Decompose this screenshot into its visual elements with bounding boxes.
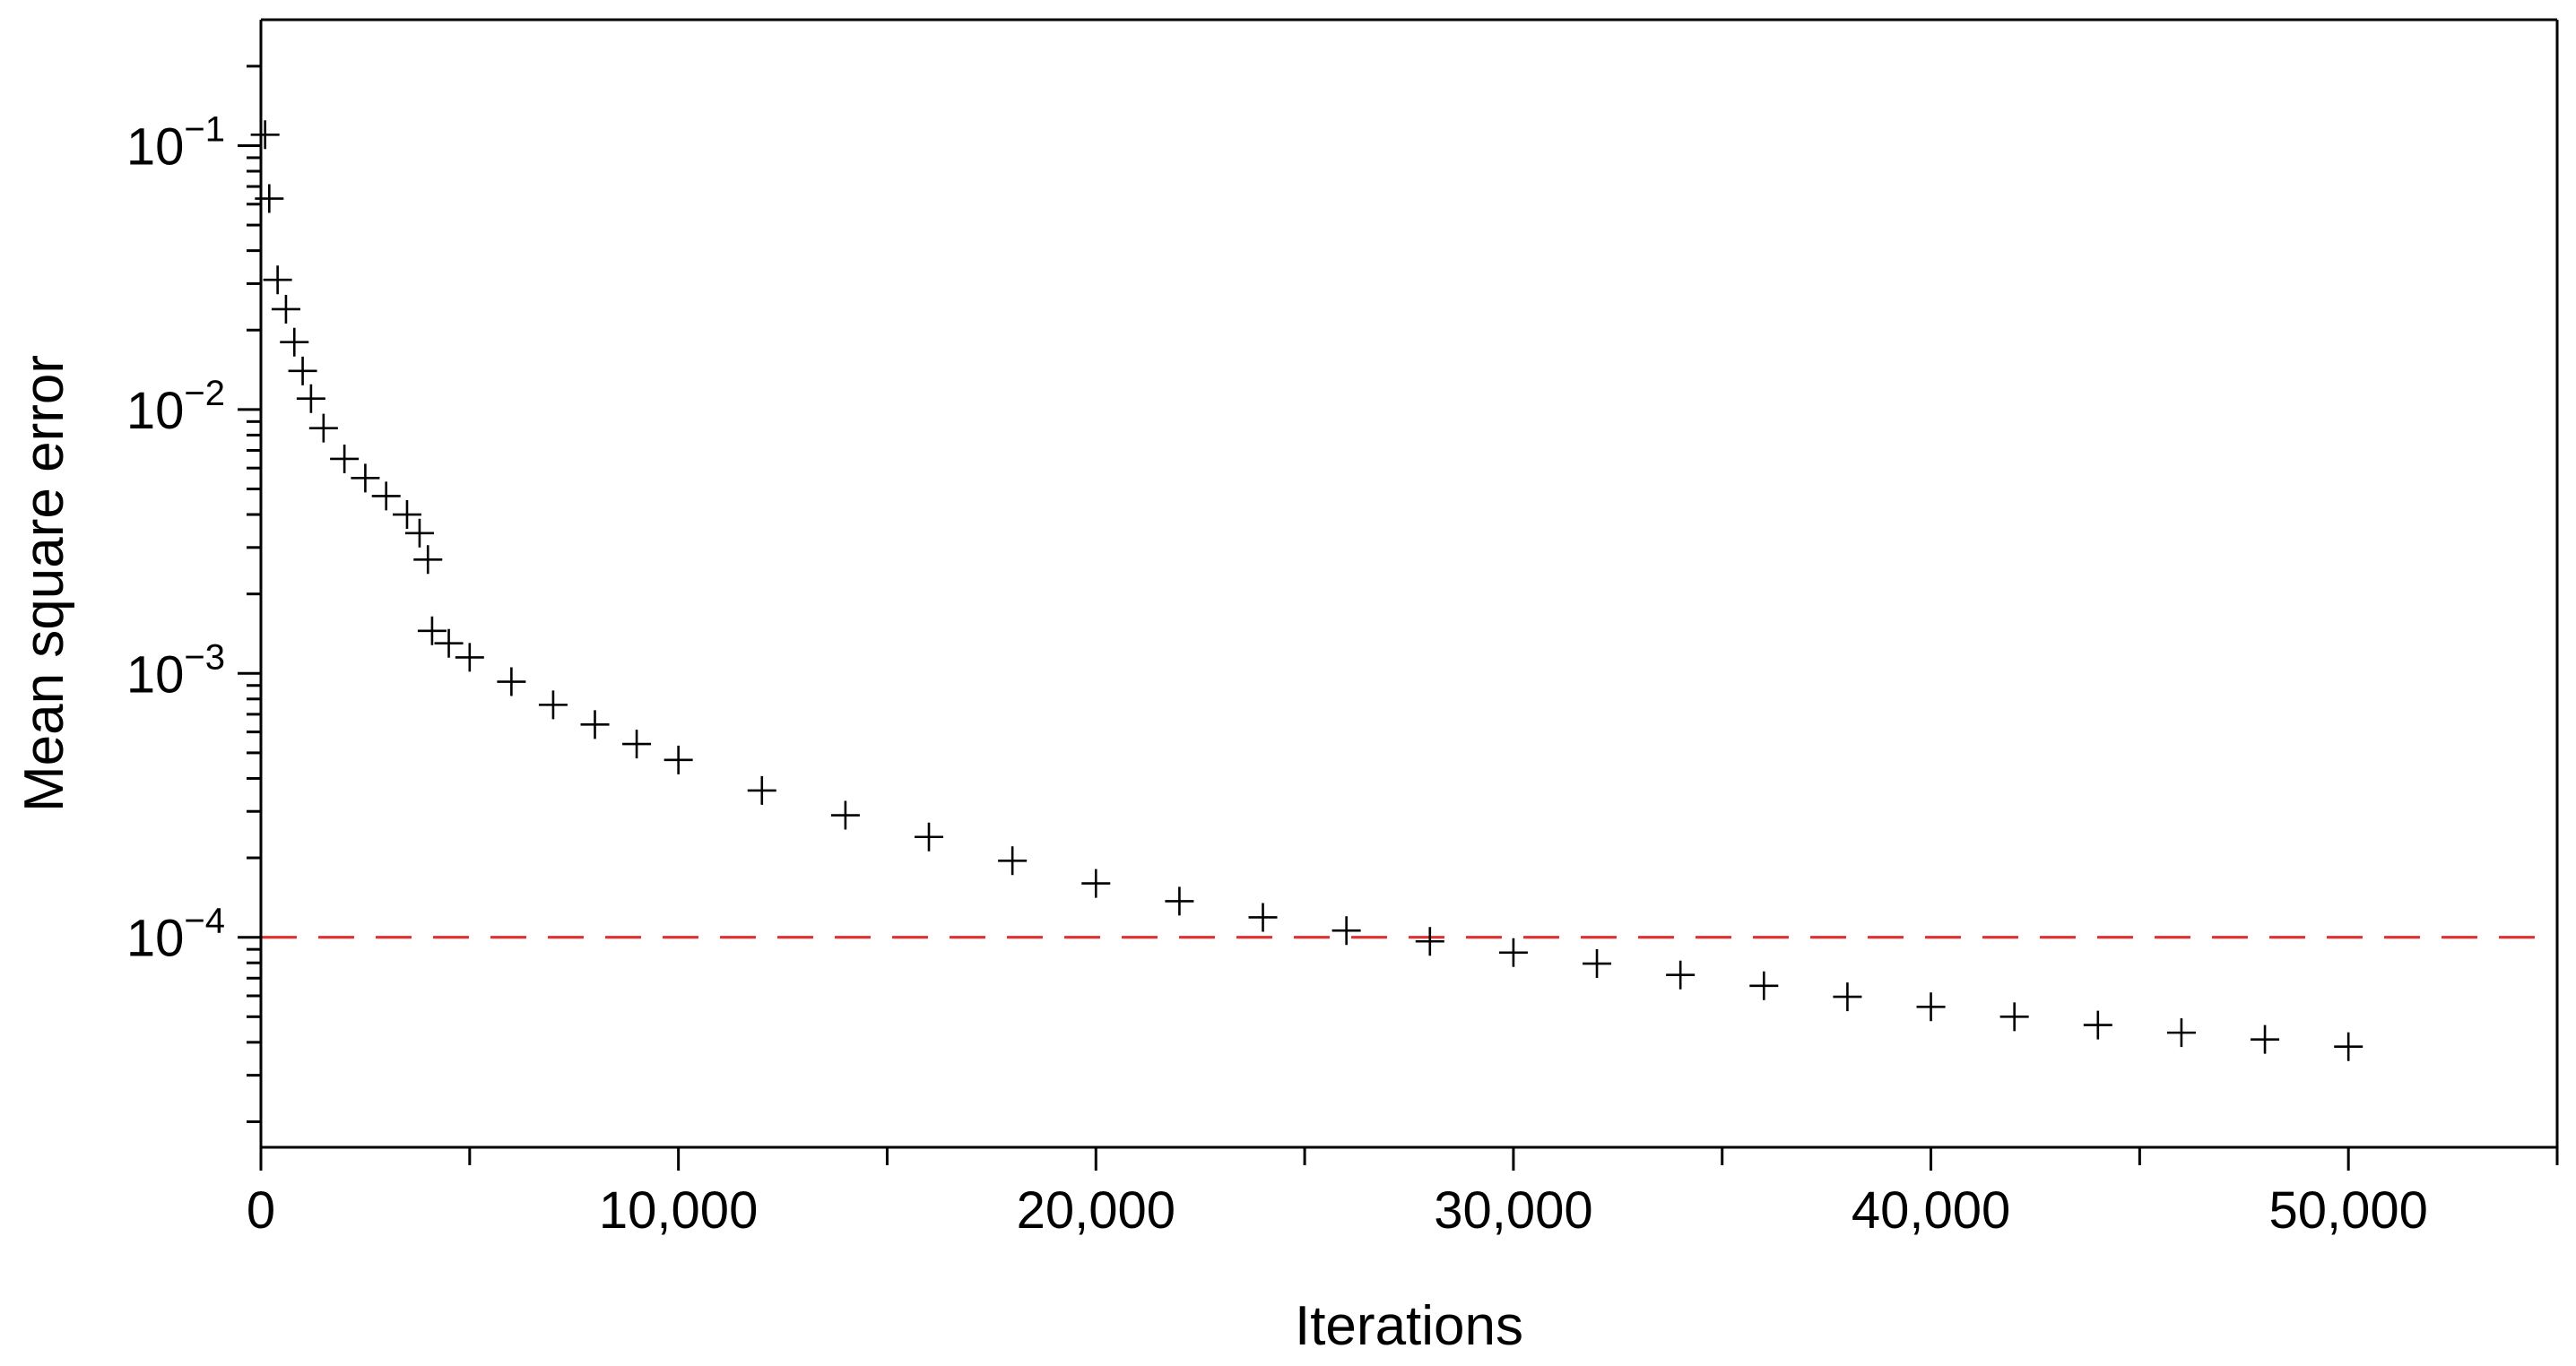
data-point — [255, 184, 284, 213]
data-point — [280, 327, 309, 357]
y-tick-label: 10−2 — [126, 374, 225, 440]
data-point — [1498, 938, 1528, 967]
data-point — [1248, 903, 1278, 932]
x-tick-label: 50,000 — [2268, 1181, 2427, 1240]
y-tick-label: 10−3 — [126, 637, 225, 704]
data-point — [2166, 1018, 2196, 1048]
ticks-group — [238, 65, 2559, 1171]
data-point — [1666, 960, 1696, 990]
data-point — [2251, 1024, 2280, 1054]
data-point — [998, 846, 1028, 876]
data-point — [538, 690, 568, 720]
data-point — [455, 643, 484, 672]
data-point — [1916, 992, 1946, 1022]
data-point — [296, 384, 325, 413]
y-tick-labels-group: 10−1 10−2 10−3 10−4 — [126, 109, 225, 967]
data-point — [1749, 971, 1779, 1000]
data-points-group — [250, 120, 2364, 1061]
data-point — [830, 800, 860, 830]
data-point — [915, 822, 944, 852]
data-point — [250, 120, 280, 150]
data-point — [392, 500, 421, 530]
data-point — [622, 730, 652, 759]
data-point — [351, 463, 380, 493]
data-point — [2083, 1010, 2112, 1040]
y-axis-title: Mean square error — [13, 355, 75, 812]
x-tick-labels-group: 0 10,000 20,000 30,000 40,000 50,000 — [247, 1181, 2428, 1240]
data-point — [308, 413, 338, 443]
data-point — [664, 745, 693, 774]
x-tick-label: 20,000 — [1017, 1181, 1175, 1240]
x-tick-label: 30,000 — [1434, 1181, 1592, 1240]
x-axis-title: Iterations — [1295, 1295, 1523, 1357]
x-tick-label: 10,000 — [599, 1181, 758, 1240]
data-point — [747, 775, 776, 805]
data-point — [2334, 1032, 2364, 1061]
data-point — [330, 444, 360, 473]
data-point — [417, 616, 447, 645]
data-point — [271, 294, 300, 324]
data-point — [404, 518, 434, 548]
y-tick-label: 10−4 — [126, 902, 225, 968]
data-point — [263, 265, 292, 295]
data-point — [434, 628, 464, 658]
data-point — [288, 356, 317, 385]
data-point — [1415, 927, 1444, 956]
x-tick-label: 40,000 — [1852, 1181, 2010, 1240]
axes-group — [259, 18, 2559, 1149]
data-point — [371, 481, 401, 511]
data-point — [1583, 949, 1612, 979]
data-point — [1165, 886, 1194, 916]
data-point — [1999, 1002, 2029, 1032]
data-point — [1833, 982, 1862, 1012]
data-point — [580, 710, 610, 739]
x-tick-label: 0 — [247, 1181, 275, 1240]
data-point — [1331, 916, 1361, 946]
data-point — [1081, 869, 1111, 898]
data-point — [497, 667, 526, 696]
y-tick-label: 10−1 — [126, 109, 225, 176]
data-point — [413, 545, 443, 575]
